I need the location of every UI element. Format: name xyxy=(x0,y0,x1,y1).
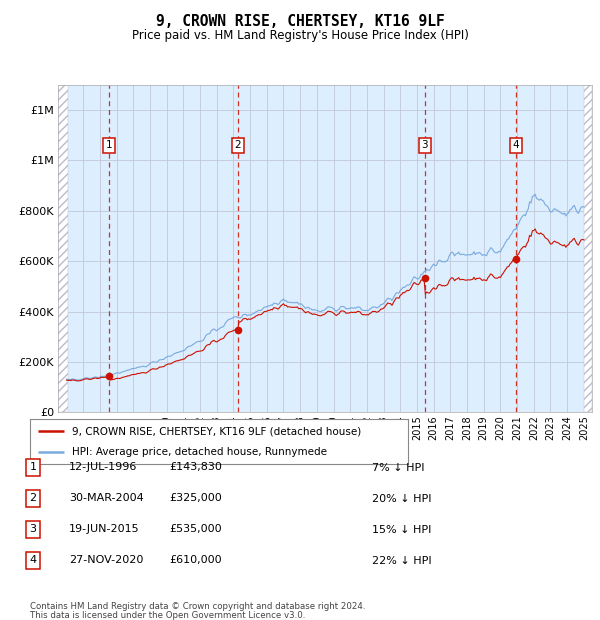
Text: 19-JUN-2015: 19-JUN-2015 xyxy=(69,525,140,534)
Text: 7% ↓ HPI: 7% ↓ HPI xyxy=(372,463,425,472)
Text: 9, CROWN RISE, CHERTSEY, KT16 9LF (detached house): 9, CROWN RISE, CHERTSEY, KT16 9LF (detac… xyxy=(71,426,361,436)
Text: Contains HM Land Registry data © Crown copyright and database right 2024.: Contains HM Land Registry data © Crown c… xyxy=(30,602,365,611)
Text: 2: 2 xyxy=(234,140,241,151)
Text: £610,000: £610,000 xyxy=(169,556,222,565)
Text: 27-NOV-2020: 27-NOV-2020 xyxy=(69,556,143,565)
Text: 4: 4 xyxy=(512,140,519,151)
Text: 2: 2 xyxy=(29,494,37,503)
Text: 4: 4 xyxy=(29,556,37,565)
Text: 30-MAR-2004: 30-MAR-2004 xyxy=(69,494,144,503)
Text: 12-JUL-1996: 12-JUL-1996 xyxy=(69,463,137,472)
Text: £325,000: £325,000 xyxy=(169,494,222,503)
Text: This data is licensed under the Open Government Licence v3.0.: This data is licensed under the Open Gov… xyxy=(30,611,305,619)
Text: 3: 3 xyxy=(29,525,37,534)
Text: 20% ↓ HPI: 20% ↓ HPI xyxy=(372,494,431,503)
Text: £143,830: £143,830 xyxy=(169,463,222,472)
Text: 1: 1 xyxy=(29,463,37,472)
Text: £535,000: £535,000 xyxy=(169,525,222,534)
Text: Price paid vs. HM Land Registry's House Price Index (HPI): Price paid vs. HM Land Registry's House … xyxy=(131,29,469,42)
Text: 9, CROWN RISE, CHERTSEY, KT16 9LF: 9, CROWN RISE, CHERTSEY, KT16 9LF xyxy=(155,14,445,29)
Text: 22% ↓ HPI: 22% ↓ HPI xyxy=(372,556,431,565)
Text: 1: 1 xyxy=(106,140,112,151)
Text: 3: 3 xyxy=(421,140,428,151)
Text: HPI: Average price, detached house, Runnymede: HPI: Average price, detached house, Runn… xyxy=(71,446,326,457)
Bar xyxy=(584,85,592,412)
Text: 15% ↓ HPI: 15% ↓ HPI xyxy=(372,525,431,534)
Bar xyxy=(58,85,68,412)
